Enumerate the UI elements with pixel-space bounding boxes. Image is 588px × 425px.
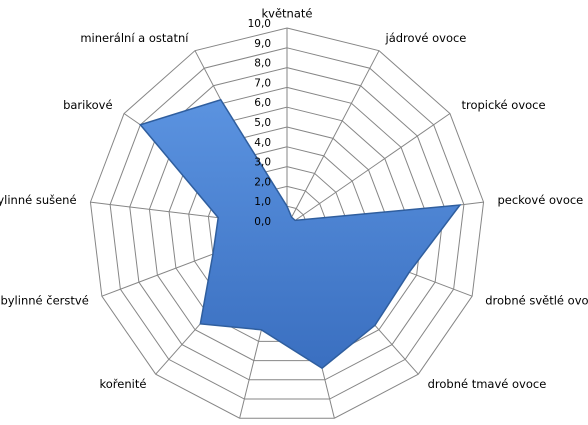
y-tick-label: 5,0 [254, 117, 271, 129]
category-label: barikové [63, 98, 112, 112]
category-label: jádrové ovoce [385, 31, 467, 45]
category-label: minerální a ostatní [80, 31, 189, 45]
y-tick-label: 6,0 [254, 97, 271, 109]
y-tick-label: 2,0 [254, 176, 271, 188]
category-label: bylinné sušené [0, 193, 77, 207]
category-label: peckové ovoce [497, 193, 583, 207]
category-label: kořenité [100, 377, 147, 391]
y-tick-label: 7,0 [254, 77, 271, 89]
category-label: tropické ovoce [461, 98, 545, 112]
spoke [286, 50, 380, 227]
y-tick-label: 10,0 [248, 18, 271, 30]
spoke [286, 113, 451, 227]
grid-ring [129, 67, 445, 381]
radar-area [139, 98, 462, 370]
y-tick-label: 9,0 [254, 38, 271, 50]
category-label: květnaté [262, 7, 313, 21]
category-label: bylinné čerstvé [0, 294, 88, 308]
y-tick-label: 0,0 [254, 216, 271, 228]
category-label: drobné světlé ovoce [485, 294, 588, 308]
y-tick-label: 4,0 [254, 137, 271, 149]
grid-ring [109, 47, 465, 400]
y-tick-label: 3,0 [254, 157, 271, 169]
y-tick-label: 8,0 [254, 58, 271, 70]
y-tick-label: 1,0 [254, 196, 271, 208]
category-label: drobné tmavé ovoce [428, 377, 547, 391]
grid-ring [89, 27, 485, 419]
